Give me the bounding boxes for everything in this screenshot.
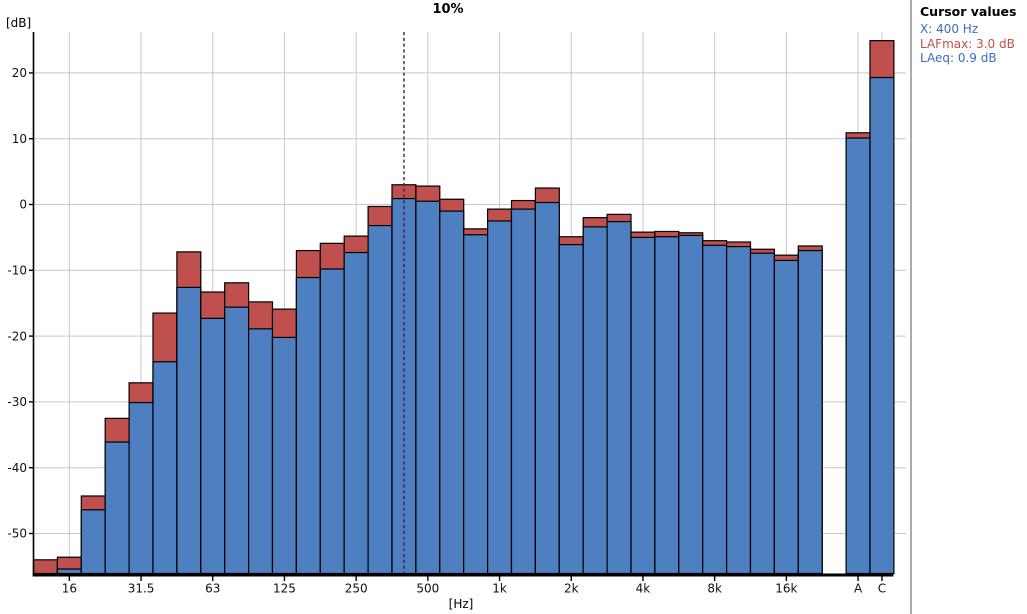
y-tick-label: -40	[7, 461, 27, 475]
bar-laeq-1k[interactable]	[487, 220, 513, 575]
bar-laeq-2k[interactable]	[558, 244, 584, 575]
x-tick-label-1k: 1k	[492, 582, 507, 596]
y-tick-label: -50	[7, 527, 27, 541]
bar-laeq-3.15k[interactable]	[606, 221, 632, 575]
bar-laeq-5k[interactable]	[654, 236, 680, 575]
bar-laeq-100[interactable]	[248, 328, 274, 575]
bar-laeq-125[interactable]	[271, 336, 297, 575]
bar-lafmax-12.5[interactable]	[32, 559, 58, 575]
cursor-values-panel: Cursor values X: 400 Hz LAFmax: 3.0 dB L…	[920, 4, 1025, 66]
bar-laeq-8k[interactable]	[702, 244, 728, 575]
bar-laeq-1.25k[interactable]	[510, 208, 536, 575]
bar-laeq-500[interactable]	[415, 200, 441, 575]
bar-laeq-12.5k[interactable]	[749, 252, 775, 575]
bar-laeq-31.5[interactable]	[128, 401, 154, 575]
y-tick-label: -30	[7, 395, 27, 409]
bar-laeq-315[interactable]	[367, 224, 393, 575]
x-tick-label-C: C	[878, 582, 886, 596]
y-tick-label: -10	[7, 264, 27, 278]
bar-laeq-160[interactable]	[295, 276, 321, 575]
bar-laeq-80[interactable]	[224, 306, 250, 575]
bar-laeq-800[interactable]	[463, 234, 489, 575]
y-axis-line	[32, 32, 35, 577]
x-axis-line	[32, 573, 894, 577]
chart-title: 10%	[432, 2, 464, 17]
bar-laeq-16[interactable]	[56, 568, 82, 575]
bar-laeq-250[interactable]	[343, 251, 369, 575]
bar-laeq-4k[interactable]	[630, 236, 656, 575]
y-tick-label: -20	[7, 329, 27, 343]
bar-laeq-A[interactable]	[845, 137, 871, 575]
bar-laeq-1.6k[interactable]	[534, 201, 560, 575]
x-tick-label-500: 500	[416, 582, 439, 596]
y-tick-label: 0	[19, 198, 27, 212]
x-tick-label-4k: 4k	[636, 582, 651, 596]
x-tick-label-31.5: 31.5	[128, 582, 155, 596]
y-axis-unit-label: [dB]	[6, 16, 32, 30]
x-tick-label-125: 125	[273, 582, 296, 596]
bar-laeq-16k[interactable]	[773, 259, 799, 575]
bar-laeq-63[interactable]	[200, 317, 226, 575]
bar-laeq-6.3k[interactable]	[678, 234, 704, 575]
x-tick-label-A: A	[854, 582, 863, 596]
cursor-x-value: X: 400 Hz	[920, 22, 979, 36]
bar-laeq-10k[interactable]	[725, 246, 752, 575]
y-tick-label: 10	[12, 132, 27, 146]
bar-laeq-40[interactable]	[152, 361, 178, 575]
bar-laeq-20k[interactable]	[797, 249, 823, 575]
y-tick-label: 20	[12, 66, 27, 80]
bar-laeq-C[interactable]	[869, 76, 895, 575]
bar-laeq-2.5k[interactable]	[582, 226, 608, 575]
panel-separator	[910, 0, 912, 614]
x-tick-label-16: 16	[62, 582, 77, 596]
x-tick-label-63: 63	[205, 582, 220, 596]
bar-laeq-20[interactable]	[80, 509, 106, 575]
bar-laeq-50[interactable]	[176, 286, 202, 575]
x-tick-label-8k: 8k	[707, 582, 722, 596]
x-tick-label-250: 250	[345, 582, 368, 596]
bar-laeq-200[interactable]	[319, 268, 345, 575]
x-tick-label-16k: 16k	[775, 582, 797, 596]
cursor-lafmax-value: LAFmax: 3.0 dB	[920, 36, 1015, 51]
x-tick-label-2k: 2k	[564, 582, 579, 596]
cursor-laeq-value: LAeq: 0.9 dB	[920, 51, 997, 65]
x-axis-unit-label: [Hz]	[448, 597, 474, 611]
bar-laeq-630[interactable]	[439, 210, 465, 575]
cursor-panel-title: Cursor values	[920, 4, 1017, 19]
bar-laeq-25[interactable]	[104, 441, 130, 575]
